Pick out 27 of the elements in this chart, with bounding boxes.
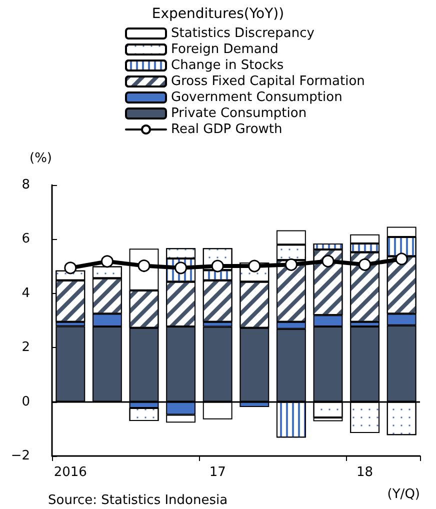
x-tick-label: 2016: [54, 465, 87, 480]
point: [395, 252, 408, 266]
point: [211, 260, 224, 272]
chart-title: Expenditures(YoY)): [152, 6, 284, 22]
legend-label: Change in Stocks: [171, 58, 284, 73]
y-tick-label: 4: [22, 286, 30, 301]
x-axis-title: (Y/Q): [387, 487, 420, 502]
y-tick-label: 8: [22, 178, 30, 192]
point: [322, 254, 334, 268]
legend-label: Private Consumption: [171, 106, 307, 121]
legend-label: Foreign Demand: [171, 42, 278, 57]
legend-label: Statistics Discrepancy: [171, 26, 315, 41]
y-tick-label: 0: [22, 394, 30, 410]
legend-label: Government Consumption: [171, 90, 342, 105]
y-tick-label: 6: [22, 232, 30, 247]
point: [100, 255, 114, 268]
legend-label: Gross Fixed Capital Formation: [171, 74, 365, 89]
point: [358, 258, 372, 271]
point: [64, 262, 77, 274]
x-tick-label: 18: [356, 465, 374, 480]
source-note: Source: Statistics Indonesia: [48, 493, 228, 508]
legend-label: Real GDP Growth: [171, 122, 282, 137]
y-tick-label: −2: [10, 448, 30, 464]
x-tick-label: 17: [209, 465, 226, 480]
y-axis-title: (%): [30, 151, 52, 166]
point: [284, 258, 298, 271]
y-tick-label: 2: [22, 340, 30, 356]
